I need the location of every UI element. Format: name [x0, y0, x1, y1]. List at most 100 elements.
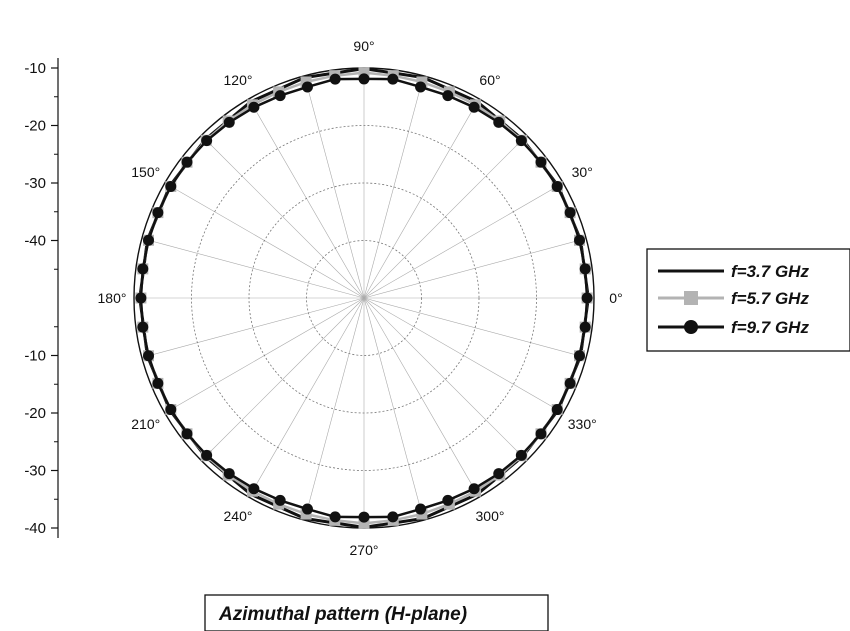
series-marker-circle: [274, 494, 286, 506]
series-marker-circle: [551, 404, 563, 416]
legend-swatch-marker-2: [684, 320, 698, 334]
tick-label-lower: -20: [24, 405, 46, 422]
series-marker-circle: [143, 350, 155, 362]
angle-label: 150°: [131, 164, 160, 180]
grid-spoke: [201, 297, 365, 461]
radial-axis: -10 -40 -20 -30 -30 -20 -40 -10: [24, 58, 59, 538]
series-marker-circle: [201, 135, 213, 147]
angle-label: 30°: [572, 164, 593, 180]
series-marker-circle: [248, 483, 260, 495]
angle-label: 300°: [476, 508, 505, 524]
grid-spoke: [363, 297, 424, 521]
legend: f=3.7 GHz f=5.7 GHz f=9.7 GHz: [646, 248, 850, 352]
grid-spoke: [141, 238, 365, 299]
angle-label: 240°: [224, 508, 253, 524]
grid-spoke: [363, 297, 527, 461]
series-marker-circle: [564, 207, 576, 219]
series-marker-circle: [442, 90, 454, 102]
series-marker-circle: [564, 377, 576, 389]
angle-label: 330°: [568, 416, 597, 432]
grid-spoke: [201, 135, 365, 299]
series-marker-circle: [152, 377, 164, 389]
legend-entry-2: f=9.7 GHz: [731, 318, 809, 337]
grid-ring: [248, 182, 480, 414]
series-marker-circle: [387, 73, 399, 85]
angle-label: 60°: [479, 72, 500, 88]
series-marker-circle: [581, 292, 593, 304]
legend-box: [646, 248, 850, 352]
tick-label-lower: -40: [24, 520, 46, 537]
grid-spoke: [141, 297, 365, 358]
series-marker-circle: [442, 494, 454, 506]
series-marker-square: [358, 517, 370, 529]
data-series: [135, 67, 593, 529]
tick-label-upper: -40: [24, 233, 46, 250]
grid-spoke: [363, 75, 424, 299]
series-marker-circle: [535, 156, 547, 168]
angle-label: 120°: [224, 72, 253, 88]
series-marker-circle: [201, 449, 213, 461]
series-marker-circle: [135, 292, 147, 304]
grid-spoke: [304, 297, 365, 521]
angle-label: 270°: [350, 542, 379, 558]
series-marker-circle: [329, 511, 341, 523]
angle-label: 210°: [131, 416, 160, 432]
series-marker-circle: [579, 321, 591, 333]
caption: Azimuthal pattern (H-plane): [204, 594, 549, 631]
series-marker-circle: [493, 116, 505, 128]
series-marker-circle: [248, 101, 260, 113]
tick-label-lower: -10: [24, 348, 46, 365]
series-marker-circle: [387, 511, 399, 523]
series-marker-circle: [468, 101, 480, 113]
series-marker-circle: [415, 81, 427, 93]
series-marker-circle: [358, 511, 370, 523]
series-marker-circle: [415, 503, 427, 515]
series-marker-circle: [301, 81, 313, 93]
series-marker-circle: [223, 468, 235, 480]
series-marker-circle: [468, 483, 480, 495]
tick-label-upper: -10: [24, 60, 46, 77]
series-marker-circle: [181, 428, 193, 440]
series-marker-circle: [143, 234, 155, 246]
chart-caption: Azimuthal pattern (H-plane): [218, 604, 467, 625]
series-marker-circle: [358, 73, 370, 85]
legend-swatch-marker-1: [684, 291, 698, 305]
series-marker-circle: [493, 468, 505, 480]
grid-spoke: [363, 135, 527, 299]
series-marker-circle: [573, 350, 585, 362]
grid-spoke: [363, 297, 587, 358]
grid-spoke: [304, 75, 365, 299]
caption-box: [204, 594, 549, 631]
series-marker-circle: [223, 116, 235, 128]
series-marker-circle: [274, 90, 286, 102]
angle-label: 90°: [353, 38, 374, 54]
series-marker-circle: [329, 73, 341, 85]
grid-ring: [306, 240, 422, 356]
series-marker-circle: [137, 321, 149, 333]
series-marker-circle: [573, 234, 585, 246]
series-marker-circle: [137, 263, 149, 275]
angle-labels: 0° 30° 60° 90° 120° 150° 180° 210° 240° 270° 300° 3…: [98, 38, 623, 558]
series-marker-circle: [152, 207, 164, 219]
grid-spoke: [363, 238, 587, 299]
tick-label-upper: -30: [24, 175, 46, 192]
series-marker-square: [358, 67, 370, 79]
legend-entry-1: f=5.7 GHz: [731, 289, 809, 308]
series-marker-circle: [165, 404, 177, 416]
series-marker-circle: [301, 503, 313, 515]
series-marker-circle: [551, 180, 563, 192]
angle-label: 180°: [98, 290, 127, 306]
angle-label: 0°: [609, 290, 622, 306]
series-marker-circle: [579, 263, 591, 275]
series-marker-circle: [515, 449, 527, 461]
series-marker-circle: [181, 156, 193, 168]
series-marker-circle: [165, 180, 177, 192]
legend-entry-0: f=3.7 GHz: [731, 262, 809, 281]
series-marker-circle: [515, 135, 527, 147]
polar-grid: [133, 67, 595, 529]
tick-label-lower: -30: [24, 463, 46, 480]
tick-label-upper: -20: [24, 118, 46, 135]
grid-ring: [191, 125, 537, 471]
series-marker-circle: [535, 428, 547, 440]
